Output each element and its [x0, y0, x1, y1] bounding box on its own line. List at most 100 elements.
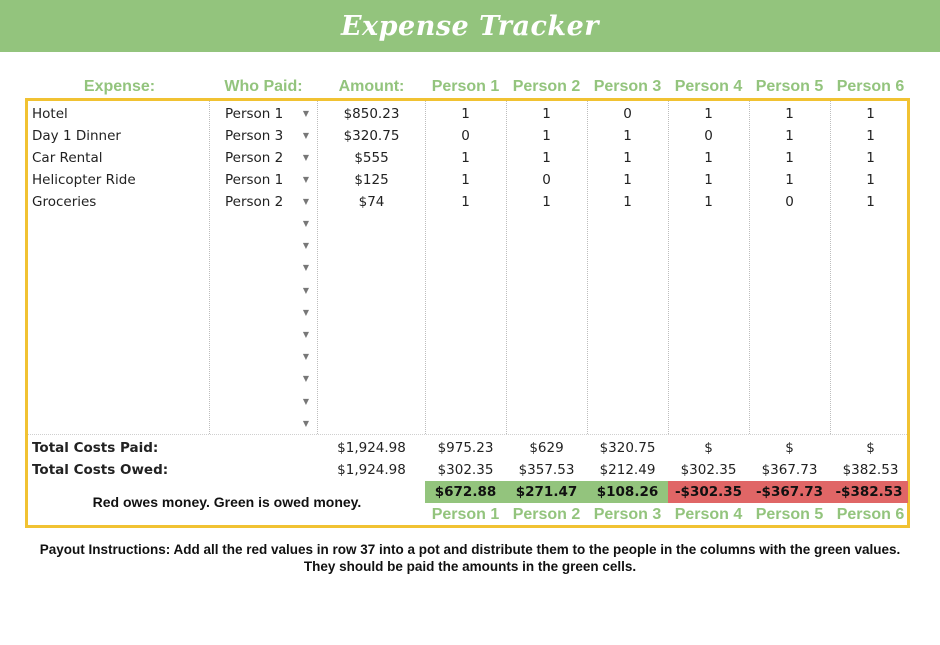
share-cell[interactable]: 1	[623, 194, 632, 210]
balance-cell: $271.47	[506, 481, 587, 503]
share-cell[interactable]: 0	[542, 172, 551, 188]
chevron-down-icon[interactable]: ▼	[302, 419, 310, 428]
owed-cell: $302.35	[437, 462, 494, 478]
column-divider	[587, 101, 588, 434]
amount-cell[interactable]: $125	[354, 172, 389, 188]
share-cell[interactable]: 1	[704, 194, 713, 210]
chevron-down-icon[interactable]: ▼	[302, 197, 310, 206]
chevron-down-icon[interactable]: ▼	[302, 153, 310, 162]
share-cell[interactable]: 1	[785, 106, 794, 122]
share-cell[interactable]: 1	[461, 194, 470, 210]
header-person-6: Person 6	[836, 78, 905, 95]
share-cell[interactable]: 1	[785, 172, 794, 188]
share-cell[interactable]: 1	[461, 150, 470, 166]
total-paid-label: Total Costs Paid:	[32, 440, 159, 456]
chevron-down-icon[interactable]: ▼	[302, 308, 310, 317]
paid-cell: $	[785, 440, 794, 456]
total-paid-value: $1,924.98	[337, 440, 406, 456]
chevron-down-icon[interactable]: ▼	[302, 219, 310, 228]
amount-cell[interactable]: $555	[354, 150, 389, 166]
share-cell[interactable]: 1	[542, 150, 551, 166]
share-cell[interactable]: 1	[623, 150, 632, 166]
chevron-down-icon[interactable]: ▼	[302, 175, 310, 184]
share-cell[interactable]: 1	[704, 172, 713, 188]
column-divider	[317, 101, 318, 434]
paid-cell: $629	[529, 440, 564, 456]
chevron-down-icon[interactable]: ▼	[302, 109, 310, 118]
amount-cell[interactable]: $74	[358, 194, 385, 210]
share-cell[interactable]: 1	[461, 172, 470, 188]
balance-cell: $672.88	[425, 481, 506, 503]
chevron-down-icon[interactable]: ▼	[302, 131, 310, 140]
share-cell[interactable]: 1	[542, 106, 551, 122]
share-cell[interactable]: 1	[623, 172, 632, 188]
title-banner: Expense Tracker	[0, 0, 940, 52]
share-cell[interactable]: 1	[704, 106, 713, 122]
paid-cell: $320.75	[599, 440, 656, 456]
share-cell[interactable]: 1	[866, 194, 875, 210]
column-divider	[506, 101, 507, 434]
footer-person-6: Person 6	[836, 506, 905, 523]
expense-cell[interactable]: Car Rental	[32, 150, 103, 166]
total-owed-label: Total Costs Owed:	[32, 462, 169, 478]
share-cell[interactable]: 0	[461, 128, 470, 144]
share-cell[interactable]: 1	[785, 150, 794, 166]
paid-cell: $	[704, 440, 713, 456]
chevron-down-icon[interactable]: ▼	[302, 330, 310, 339]
balance-cell: -$367.73	[749, 481, 830, 503]
chevron-down-icon[interactable]: ▼	[302, 352, 310, 361]
chevron-down-icon[interactable]: ▼	[302, 263, 310, 272]
payer-select[interactable]: Person 2	[225, 194, 284, 210]
payer-select[interactable]: Person 2	[225, 150, 284, 166]
column-divider	[668, 101, 669, 434]
header-person-5: Person 5	[755, 78, 824, 95]
header-person-3: Person 3	[593, 78, 662, 95]
expense-cell[interactable]: Groceries	[32, 194, 97, 210]
footer-person-3: Person 3	[593, 506, 662, 523]
balance-cell: -$302.35	[668, 481, 749, 503]
share-cell[interactable]: 1	[542, 128, 551, 144]
share-cell[interactable]: 1	[542, 194, 551, 210]
amount-cell[interactable]: $320.75	[343, 128, 400, 144]
chevron-down-icon[interactable]: ▼	[302, 241, 310, 250]
share-cell[interactable]: 1	[704, 150, 713, 166]
share-cell[interactable]: 0	[623, 106, 632, 122]
header-who-paid: Who Paid:	[224, 78, 303, 95]
legend-note: Red owes money. Green is owed money.	[92, 494, 362, 510]
column-divider	[830, 101, 831, 434]
share-cell[interactable]: 1	[866, 128, 875, 144]
expense-cell[interactable]: Helicopter Ride	[32, 172, 136, 188]
total-owed-value: $1,924.98	[337, 462, 406, 478]
column-divider	[425, 101, 426, 434]
owed-cell: $382.53	[842, 462, 899, 478]
chevron-down-icon[interactable]: ▼	[302, 374, 310, 383]
chevron-down-icon[interactable]: ▼	[302, 397, 310, 406]
expense-cell[interactable]: Day 1 Dinner	[32, 128, 121, 144]
share-cell[interactable]: 1	[866, 106, 875, 122]
chevron-down-icon[interactable]: ▼	[302, 286, 310, 295]
table-frame	[25, 98, 910, 528]
payer-select[interactable]: Person 1	[225, 172, 284, 188]
owed-cell: $302.35	[680, 462, 737, 478]
share-cell[interactable]: 1	[866, 172, 875, 188]
share-cell[interactable]: 1	[785, 128, 794, 144]
footer-person-5: Person 5	[755, 506, 824, 523]
share-cell[interactable]: 1	[866, 150, 875, 166]
header-person-2: Person 2	[512, 78, 581, 95]
balance-cell: -$382.53	[830, 481, 908, 503]
share-cell[interactable]: 1	[461, 106, 470, 122]
share-cell[interactable]: 0	[704, 128, 713, 144]
payer-select[interactable]: Person 3	[225, 128, 284, 144]
expense-cell[interactable]: Hotel	[32, 106, 68, 122]
footer-person-4: Person 4	[674, 506, 743, 523]
owed-cell: $212.49	[599, 462, 656, 478]
owed-cell: $367.73	[761, 462, 818, 478]
payer-select[interactable]: Person 1	[225, 106, 284, 122]
balance-cell: $108.26	[587, 481, 668, 503]
column-divider	[749, 101, 750, 434]
payout-instructions: Payout Instructions: Add all the red val…	[39, 542, 901, 574]
header-expense: Expense:	[83, 78, 156, 95]
share-cell[interactable]: 0	[785, 194, 794, 210]
amount-cell[interactable]: $850.23	[343, 106, 400, 122]
share-cell[interactable]: 1	[623, 128, 632, 144]
